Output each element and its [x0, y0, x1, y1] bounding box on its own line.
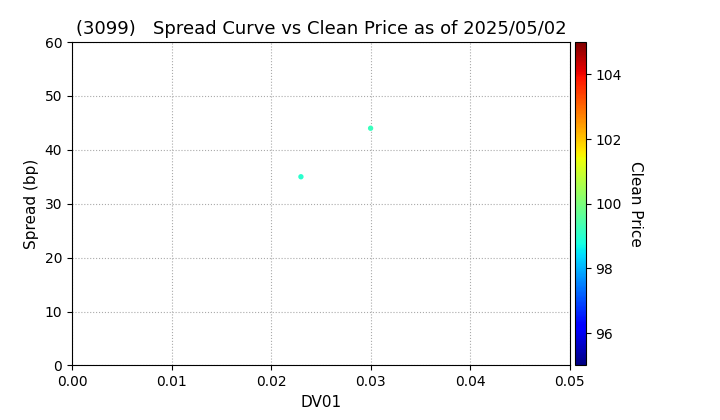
Point: [365, 125, 377, 131]
Y-axis label: Spread (bp): Spread (bp): [24, 159, 39, 249]
Point: [295, 173, 307, 180]
Title: (3099)   Spread Curve vs Clean Price as of 2025/05/02: (3099) Spread Curve vs Clean Price as of…: [76, 20, 566, 38]
X-axis label: DV01: DV01: [300, 395, 341, 409]
Y-axis label: Clean Price: Clean Price: [628, 161, 642, 247]
